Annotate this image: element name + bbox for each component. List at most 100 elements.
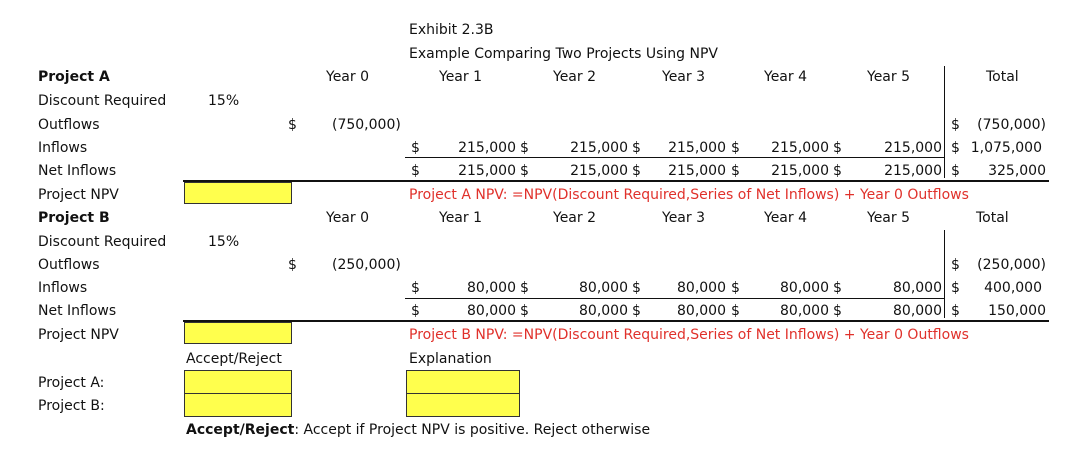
project-a-total-inflows[interactable]: 1,075,000 [970, 140, 1042, 156]
currency-sign: $ [731, 303, 740, 319]
year-2-header: Year 2 [553, 69, 596, 85]
project-a-npv-cell[interactable] [184, 182, 292, 204]
project-b-inflow-y3[interactable]: 80,000 [677, 280, 726, 296]
exhibit-title: Exhibit 2.3B [409, 22, 494, 38]
discount-label: Discount Required [38, 93, 167, 109]
year-5-header: Year 5 [867, 69, 910, 85]
currency-sign: $ [951, 280, 960, 296]
year-1-header: Year 1 [439, 210, 482, 226]
npv-label: Project NPV [38, 187, 119, 203]
currency-sign: $ [411, 140, 420, 156]
project-b-rate[interactable]: 15% [208, 234, 240, 250]
currency-sign: $ [288, 117, 297, 133]
currency-sign: $ [833, 280, 842, 296]
project-b-net-y3[interactable]: 80,000 [677, 303, 726, 319]
project-a-title: Project A [38, 69, 110, 85]
currency-sign: $ [520, 303, 529, 319]
currency-sign: $ [632, 280, 641, 296]
project-b-title: Project B [38, 210, 110, 226]
project-a-total-outflows[interactable]: (750,000) [977, 117, 1046, 133]
project-a-accept-reject-cell[interactable] [184, 370, 292, 394]
total-header: Total [976, 210, 1009, 226]
project-b-net-y4[interactable]: 80,000 [780, 303, 829, 319]
total-header: Total [986, 69, 1019, 85]
project-b-inflow-y4[interactable]: 80,000 [780, 280, 829, 296]
currency-sign: $ [833, 303, 842, 319]
currency-sign: $ [411, 280, 420, 296]
total-divider [944, 66, 945, 178]
project-b-total-outflows[interactable]: (250,000) [977, 257, 1046, 273]
net-inflows-label: Net Inflows [38, 163, 117, 179]
accept-reject-header: Accept/Reject [186, 351, 282, 367]
project-a-net-y2[interactable]: 215,000 [570, 163, 628, 179]
inflows-label: Inflows [38, 280, 88, 296]
currency-sign: $ [411, 303, 420, 319]
currency-sign: $ [731, 280, 740, 296]
currency-sign: $ [632, 163, 641, 179]
project-b-total-inflows[interactable]: 400,000 [984, 280, 1042, 296]
project-a-net-y5[interactable]: 215,000 [884, 163, 942, 179]
discount-label: Discount Required [38, 234, 167, 250]
currency-sign: $ [951, 140, 960, 156]
row-separator [405, 157, 945, 158]
row-separator [405, 298, 945, 299]
currency-sign: $ [288, 257, 297, 273]
currency-sign: $ [520, 163, 529, 179]
currency-sign: $ [632, 140, 641, 156]
inflows-label: Inflows [38, 140, 88, 156]
project-b-inflow-y5[interactable]: 80,000 [893, 280, 942, 296]
outflows-label: Outflows [38, 117, 100, 133]
npv-label: Project NPV [38, 327, 119, 343]
currency-sign: $ [951, 303, 960, 319]
project-a-inflow-y1[interactable]: 215,000 [458, 140, 516, 156]
project-a-explanation-cell[interactable] [406, 370, 520, 394]
decision-rule: Accept/Reject: Accept if Project NPV is … [186, 421, 650, 439]
year-4-header: Year 4 [764, 69, 807, 85]
decision-rule-label: Accept/Reject [186, 422, 295, 438]
project-a-net-y4[interactable]: 215,000 [771, 163, 829, 179]
project-b-total-net[interactable]: 150,000 [988, 303, 1046, 319]
year-3-header: Year 3 [662, 69, 705, 85]
project-b-inflow-y2[interactable]: 80,000 [579, 280, 628, 296]
currency-sign: $ [833, 163, 842, 179]
project-a-npv-note: Project A NPV: =NPV(Discount Required,Se… [409, 187, 969, 203]
year-4-header: Year 4 [764, 210, 807, 226]
year-0-header: Year 0 [326, 69, 369, 85]
project-a-rate[interactable]: 15% [208, 93, 240, 109]
currency-sign: $ [731, 140, 740, 156]
explanation-header: Explanation [409, 351, 492, 367]
project-a-outflow-y0[interactable]: (750,000) [332, 117, 401, 133]
project-b-outflow-y0[interactable]: (250,000) [332, 257, 401, 273]
year-5-header: Year 5 [867, 210, 910, 226]
project-b-net-y1[interactable]: 80,000 [467, 303, 516, 319]
project-a-inflow-y2[interactable]: 215,000 [570, 140, 628, 156]
net-inflows-label: Net Inflows [38, 303, 117, 319]
currency-sign: $ [833, 140, 842, 156]
currency-sign: $ [520, 140, 529, 156]
project-a-total-net[interactable]: 325,000 [988, 163, 1046, 179]
project-a-inflow-y3[interactable]: 215,000 [668, 140, 726, 156]
total-divider [944, 230, 945, 318]
project-a-inflow-y4[interactable]: 215,000 [771, 140, 829, 156]
year-2-header: Year 2 [553, 210, 596, 226]
project-b-explanation-cell[interactable] [406, 393, 520, 417]
year-0-header: Year 0 [326, 210, 369, 226]
project-a-inflow-y5[interactable]: 215,000 [884, 140, 942, 156]
project-b-accept-reject-cell[interactable] [184, 393, 292, 417]
project-b-net-y2[interactable]: 80,000 [579, 303, 628, 319]
project-b-decision-label: Project B: [38, 398, 105, 414]
project-a-net-y3[interactable]: 215,000 [668, 163, 726, 179]
outflows-label: Outflows [38, 257, 100, 273]
currency-sign: $ [411, 163, 420, 179]
year-1-header: Year 1 [439, 69, 482, 85]
currency-sign: $ [731, 163, 740, 179]
project-b-inflow-y1[interactable]: 80,000 [467, 280, 516, 296]
section-divider [183, 320, 1049, 322]
project-b-npv-cell[interactable] [184, 322, 292, 344]
decision-rule-text: : Accept if Project NPV is positive. Rej… [294, 422, 651, 438]
currency-sign: $ [520, 280, 529, 296]
currency-sign: $ [632, 303, 641, 319]
project-b-net-y5[interactable]: 80,000 [893, 303, 942, 319]
project-a-net-y1[interactable]: 215,000 [458, 163, 516, 179]
currency-sign: $ [951, 163, 960, 179]
